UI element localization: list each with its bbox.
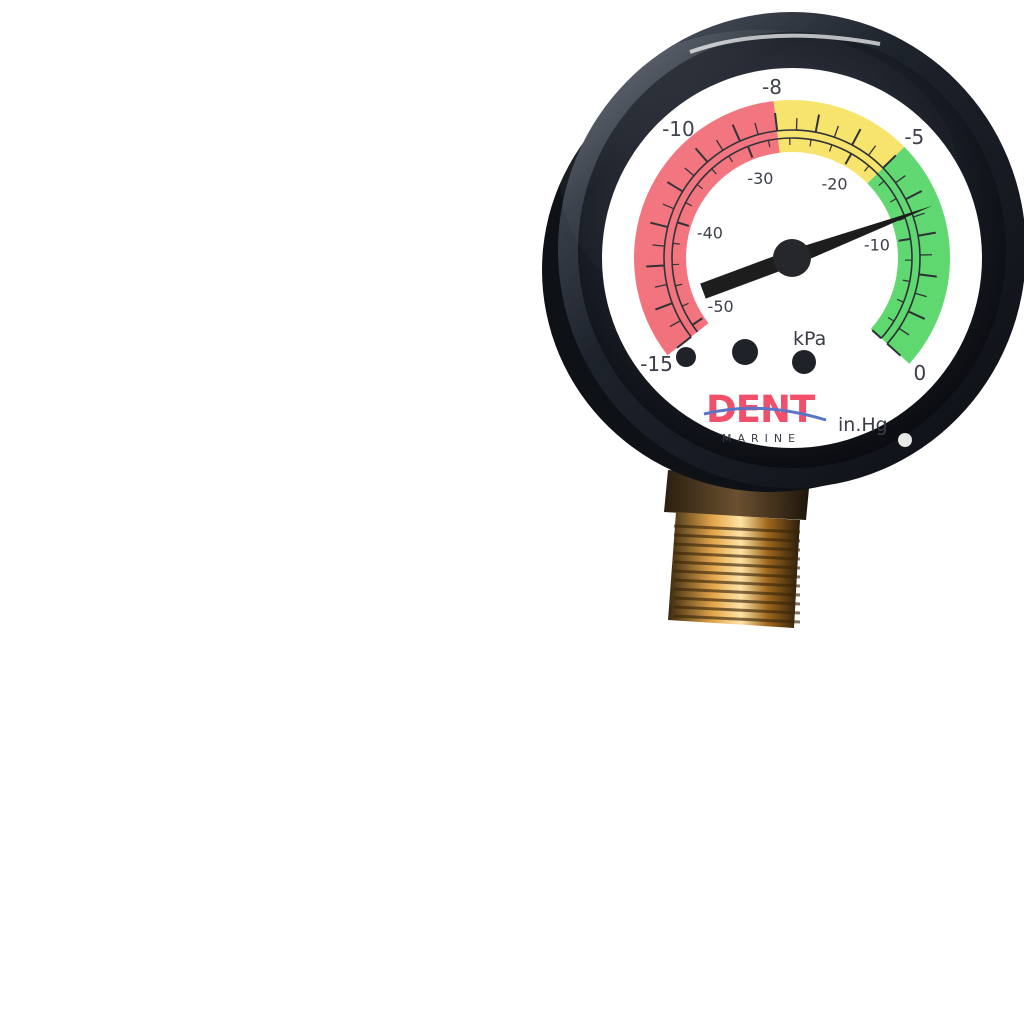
- brand-logo: DENT MARINE: [703, 388, 827, 445]
- inhg-unit-label: in.Hg: [838, 414, 888, 436]
- thread-line: [673, 542, 801, 552]
- face-screws: [676, 339, 816, 374]
- outer-label: -15: [640, 352, 673, 376]
- outer-tick: [907, 310, 926, 320]
- thread-line: [673, 596, 801, 606]
- brand-subtitle: MARINE: [722, 432, 801, 445]
- inner-tick: [887, 316, 895, 322]
- outer-tick: [918, 273, 937, 278]
- thread-line: [673, 569, 801, 579]
- outer-tick: [886, 342, 902, 357]
- thread-line: [673, 560, 801, 570]
- outer-tick: [669, 320, 681, 328]
- outer-tick: [898, 327, 910, 336]
- inner-tick: [871, 329, 882, 340]
- thread-line: [673, 605, 801, 615]
- glass-reflection: [560, 30, 960, 330]
- thread-line: [673, 578, 801, 588]
- outer-tick: [676, 336, 692, 349]
- thread-line: [673, 587, 801, 597]
- brass-fitting: [664, 470, 810, 628]
- outer-label: 0: [913, 361, 926, 385]
- thread-line: [673, 533, 801, 543]
- thread-line: [673, 614, 801, 624]
- outer-tick: [914, 292, 927, 298]
- kpa-unit-label: kPa: [793, 328, 826, 350]
- inner-tick: [896, 298, 904, 303]
- thread-line: [673, 551, 801, 561]
- thread-line: [673, 524, 801, 534]
